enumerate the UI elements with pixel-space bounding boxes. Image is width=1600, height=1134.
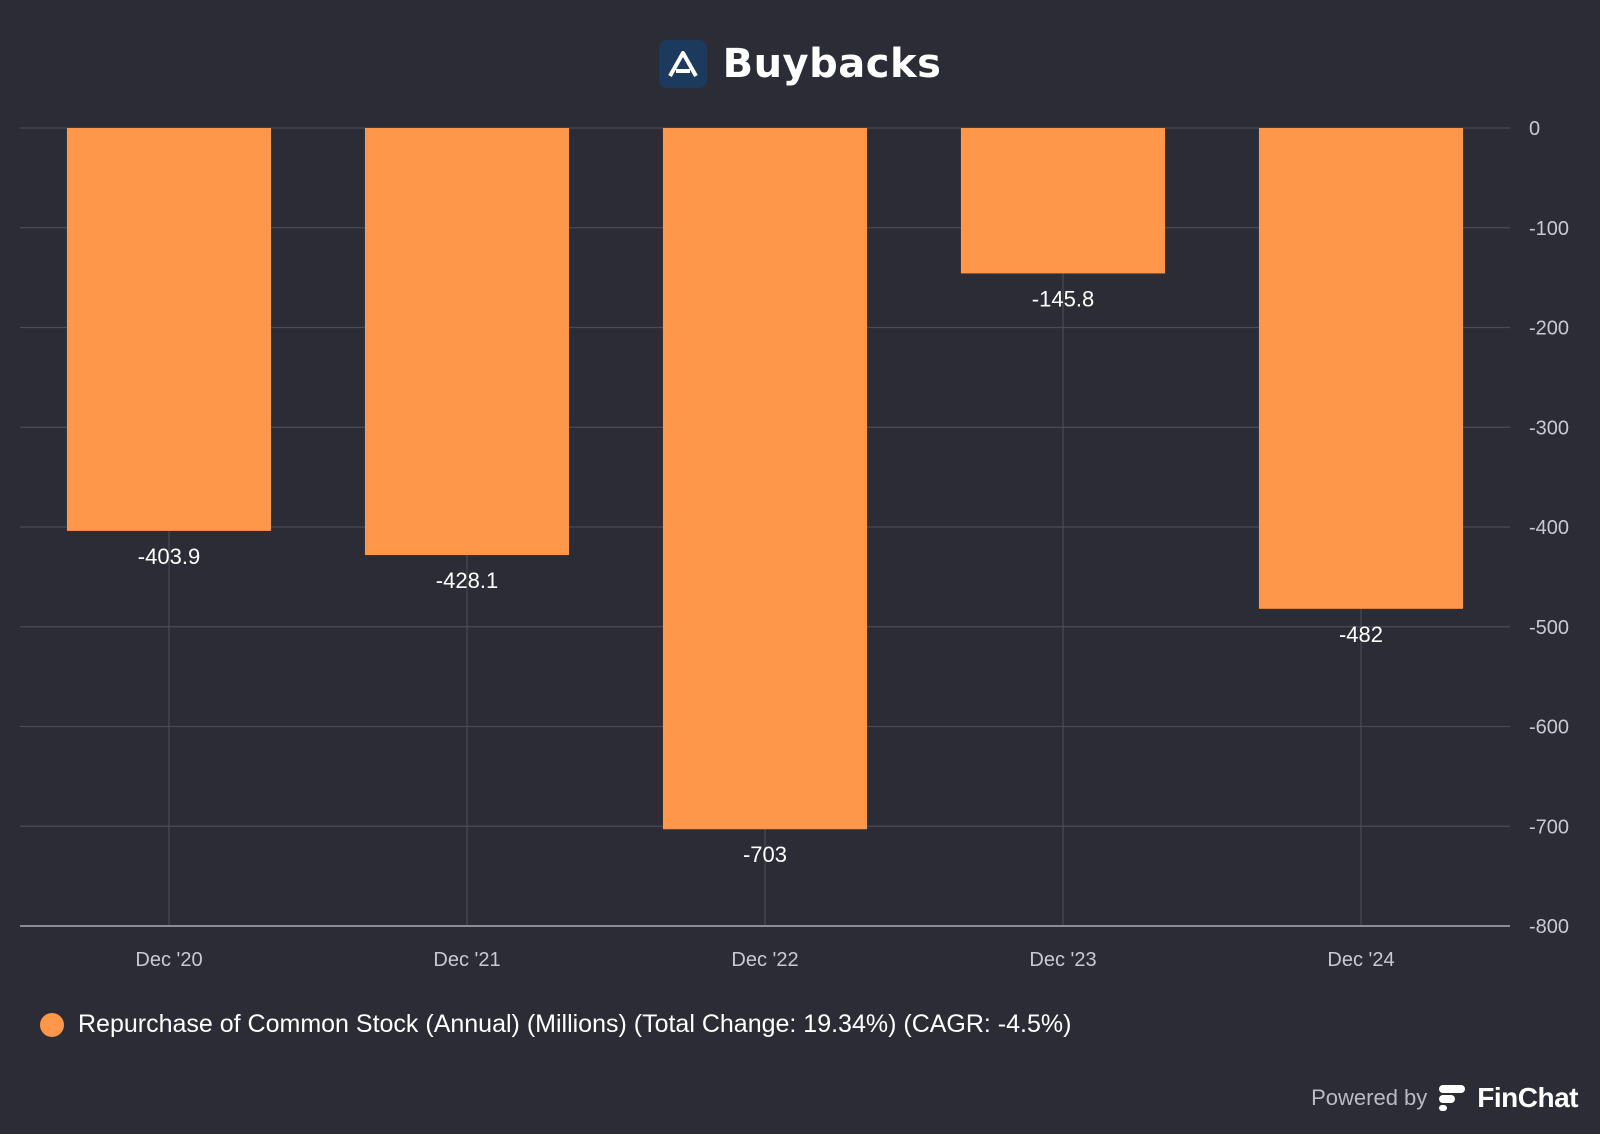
y-tick-label: 0 xyxy=(1529,118,1540,140)
y-tick-label: -400 xyxy=(1529,517,1569,539)
footer: Powered by FinChat xyxy=(1311,1082,1578,1114)
legend: Repurchase of Common Stock (Annual) (Mil… xyxy=(40,1010,1071,1039)
bar-value-label: -403.9 xyxy=(138,544,200,569)
legend-swatch xyxy=(40,1012,64,1037)
legend-label: Repurchase of Common Stock (Annual) (Mil… xyxy=(78,1010,1072,1038)
bar-value-label: -482 xyxy=(1339,622,1383,647)
bar-value-label: -428.1 xyxy=(436,568,498,593)
x-tick-label: Dec '24 xyxy=(1327,949,1394,971)
chart-header: Buybacks xyxy=(0,36,1600,92)
x-tick-label: Dec '23 xyxy=(1029,949,1096,971)
data-labels: -403.9 -428.1 -703 -145.8 -482 xyxy=(138,286,1383,867)
bar-value-label: -145.8 xyxy=(1032,286,1094,311)
finchat-logo-icon xyxy=(1439,1085,1466,1111)
powered-by-text: Powered by xyxy=(1311,1085,1428,1110)
bar[interactable] xyxy=(662,128,868,830)
bars xyxy=(66,128,1464,830)
x-tick-label: Dec '21 xyxy=(433,949,500,971)
y-tick-label: -700 xyxy=(1529,816,1569,838)
axes: 0 -100 -200 -300 -400 -500 -600 -700 -800 Dec '20… xyxy=(20,118,1569,971)
bar[interactable] xyxy=(960,128,1166,274)
bar[interactable] xyxy=(364,128,570,556)
y-tick-label: -600 xyxy=(1529,717,1569,739)
y-tick-label: -300 xyxy=(1529,417,1569,439)
x-tick-label: Dec '20 xyxy=(135,949,202,971)
finchat-brand-name: FinChat xyxy=(1477,1082,1578,1113)
y-tick-label: -200 xyxy=(1529,318,1569,340)
company-logo-a-icon xyxy=(658,40,707,88)
y-tick-label: -100 xyxy=(1529,218,1569,240)
chart-title: Buybacks xyxy=(722,41,942,87)
bar[interactable] xyxy=(1258,128,1464,609)
bar-value-label: -703 xyxy=(743,842,787,867)
y-tick-label: -500 xyxy=(1529,617,1569,639)
y-tick-label: -800 xyxy=(1529,916,1569,938)
bar[interactable] xyxy=(66,128,272,531)
x-tick-label: Dec '22 xyxy=(731,949,798,971)
